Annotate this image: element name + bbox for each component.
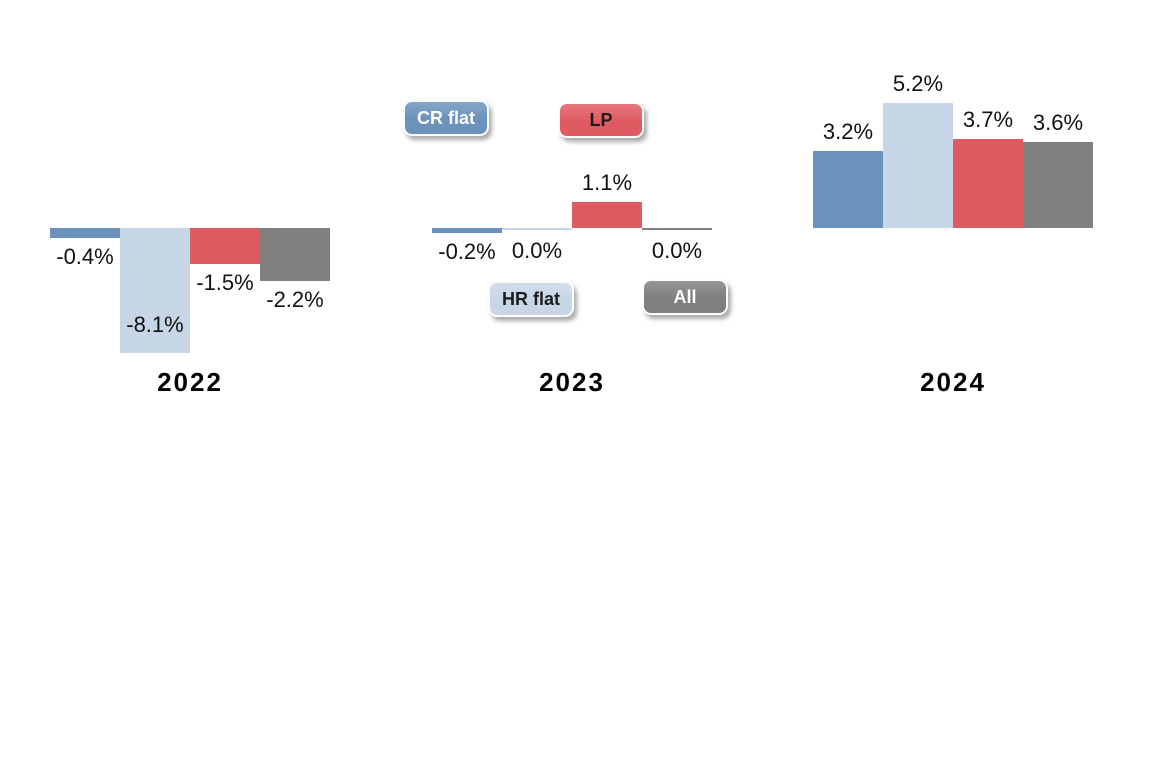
bar-2023-cr-flat — [432, 228, 502, 233]
value-label-2022-hr-flat: -8.1% — [126, 312, 184, 337]
value-label-2024-lp: 3.7% — [962, 107, 1014, 132]
category-label-2022: 2022 — [157, 367, 223, 397]
value-label-2023-cr-flat: -0.2% — [438, 239, 496, 264]
legend-button-hr-flat[interactable]: HR flat — [488, 281, 574, 317]
bar-2023-all — [642, 228, 712, 230]
value-label-2023-all: 0.0% — [651, 238, 703, 263]
value-label-2024-all: 3.6% — [1032, 110, 1084, 135]
bar-2022-hr-flat — [120, 228, 190, 353]
value-label-2024-cr-flat: 3.2% — [822, 119, 874, 144]
bar-2023-lp — [572, 201, 642, 228]
bar-2022-all — [260, 228, 330, 281]
bar-2022-cr-flat — [50, 228, 120, 238]
value-label-2024-hr-flat: 5.2% — [892, 71, 944, 96]
legend-button-cr-flat[interactable]: CR flat — [403, 100, 489, 136]
category-label-2024: 2024 — [920, 367, 986, 397]
bar-2024-lp — [953, 139, 1023, 229]
bar-2024-cr-flat — [813, 151, 883, 229]
bar-2022-lp — [190, 228, 260, 264]
legend-button-all[interactable]: All — [642, 279, 728, 315]
value-label-2022-lp: -1.5% — [196, 270, 254, 295]
category-label-2023: 2023 — [539, 367, 605, 397]
bar-2024-all — [1023, 141, 1093, 228]
bar-2023-hr-flat — [502, 228, 572, 230]
value-label-2023-lp: 1.1% — [581, 170, 633, 195]
value-label-2022-all: -2.2% — [266, 287, 324, 312]
bar-2024-hr-flat — [883, 103, 953, 229]
legend-button-lp[interactable]: LP — [558, 102, 644, 138]
value-label-2022-cr-flat: -0.4% — [56, 244, 114, 269]
value-label-2023-hr-flat: 0.0% — [511, 238, 563, 263]
